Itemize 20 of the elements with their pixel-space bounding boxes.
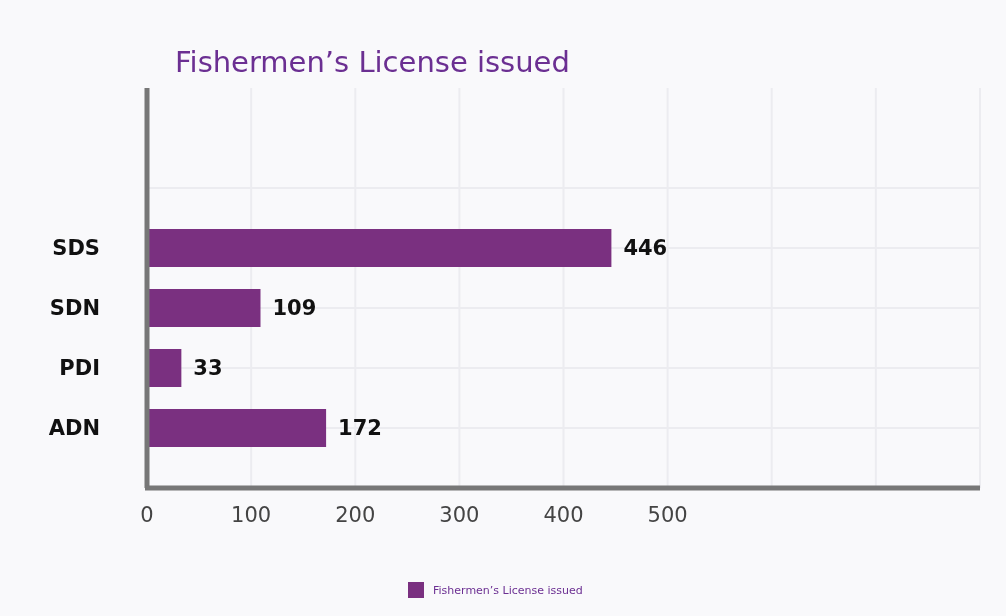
x-tick-label: 0	[140, 503, 154, 527]
y-tick-label: SDN	[49, 296, 100, 321]
x-tick-label: 400	[543, 503, 584, 527]
y-tick-label: SDS	[52, 236, 100, 261]
x-tick-label: 100	[231, 503, 272, 527]
data-label: 446	[623, 236, 668, 261]
data-label: 33	[193, 356, 223, 381]
x-tick-label: 200	[335, 503, 376, 527]
bar	[147, 409, 327, 447]
legend-label: Fishermen’s License issued	[433, 583, 583, 597]
y-tick-label: PDI	[59, 356, 100, 381]
x-tick-label: 500	[647, 503, 688, 527]
bar	[147, 349, 182, 387]
bar	[147, 289, 261, 327]
data-label: 172	[338, 416, 382, 441]
chart-title: Fishermen’s License issued	[175, 45, 570, 79]
x-tick-label: 300	[439, 503, 480, 527]
data-label: 109	[272, 296, 317, 321]
y-tick-label: ADN	[48, 416, 100, 441]
bar	[147, 229, 612, 267]
